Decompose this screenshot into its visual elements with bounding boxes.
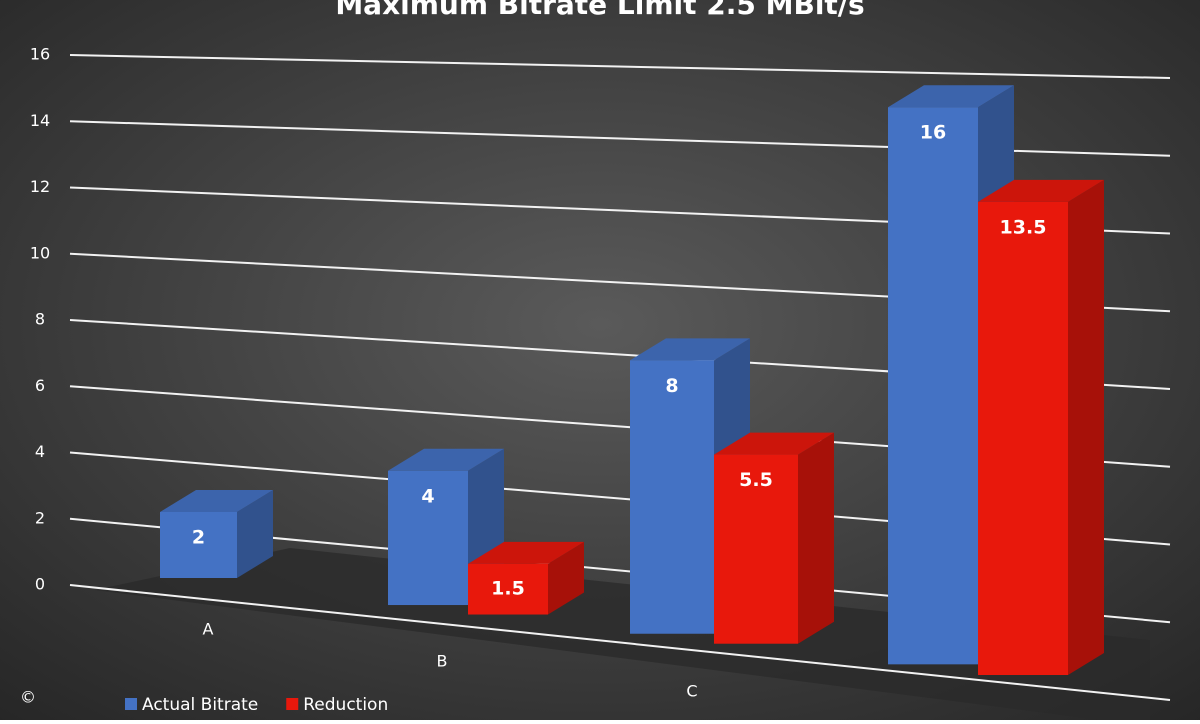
y-tick-label: 8 (35, 310, 45, 329)
grid-line (69, 54, 1171, 79)
bar (468, 541, 584, 615)
bar-side (1068, 179, 1104, 676)
bar-front (388, 470, 468, 606)
data-label: 13.5 (1000, 216, 1047, 238)
y-tick-label: 6 (35, 376, 45, 395)
chart-title: Maximum Bitrate Limit 2.5 MBit/s (335, 0, 864, 21)
bar-side (548, 541, 584, 615)
data-label: 1.5 (491, 578, 525, 600)
bar-front (160, 512, 237, 578)
data-label: 5.5 (739, 469, 773, 491)
floor (95, 548, 1150, 720)
data-label: 16 (920, 122, 946, 144)
bar (388, 448, 504, 606)
y-tick-label: 2 (35, 508, 45, 527)
legend-label: Actual Bitrate (142, 695, 258, 715)
bar-top (978, 179, 1104, 202)
y-tick-label: 10 (30, 243, 50, 262)
data-label: 8 (665, 375, 678, 397)
x-tick-label: C (686, 682, 697, 701)
bar-top (714, 432, 834, 455)
x-tick-label: A (203, 620, 214, 639)
bar-top (888, 85, 1014, 108)
legend-swatch (286, 698, 299, 710)
bar (978, 179, 1104, 676)
bar-front (630, 360, 714, 634)
y-tick-label: 0 (35, 575, 45, 594)
legend-label: Reduction (303, 695, 388, 715)
bar-top (630, 338, 750, 361)
bar-top (388, 448, 504, 471)
bar (714, 432, 834, 644)
grid-line (69, 584, 1171, 701)
y-tick-label: 12 (30, 177, 50, 196)
y-tick-label: 16 (30, 45, 50, 64)
bar-top (468, 541, 584, 564)
copyright: © (20, 688, 36, 707)
bar-side (798, 432, 834, 644)
data-label: 4 (421, 485, 434, 507)
bar-top (160, 490, 273, 512)
bar-front (468, 563, 548, 615)
bar (160, 490, 273, 578)
bar-front (978, 201, 1068, 676)
x-tick-label: B (437, 652, 448, 671)
bar-front (714, 454, 798, 644)
y-tick-label: 14 (30, 111, 50, 130)
data-label: 2 (192, 527, 205, 549)
y-tick-label: 4 (35, 442, 45, 461)
bar-front (888, 107, 978, 665)
legend-swatch (125, 698, 137, 710)
bar-side (237, 490, 273, 578)
